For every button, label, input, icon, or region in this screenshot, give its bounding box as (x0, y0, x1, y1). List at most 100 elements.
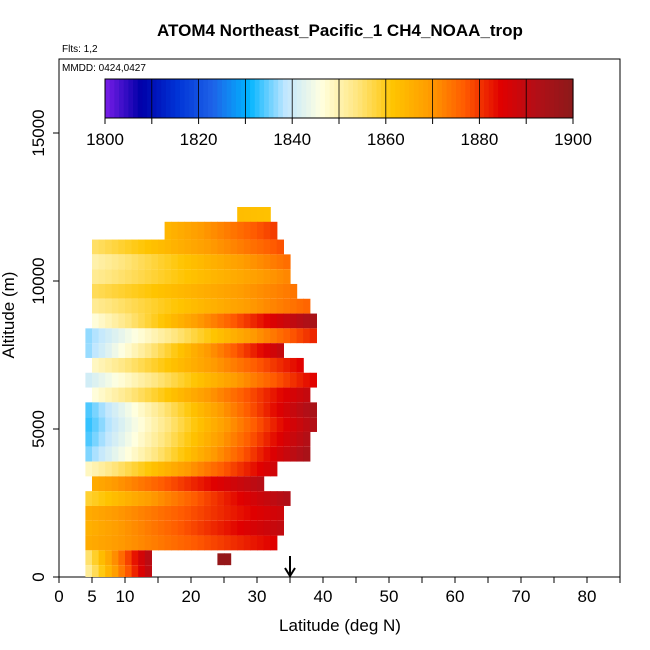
heatmap-cell (257, 372, 265, 388)
heatmap-cell (283, 328, 291, 344)
heatmap-cell (151, 328, 159, 344)
heatmap-cell (197, 535, 205, 551)
colorbar-segment (334, 79, 340, 118)
heatmap-cell (197, 417, 205, 432)
heatmap-cell (243, 491, 251, 506)
colorbar-segment (156, 79, 162, 118)
heatmap-cell (217, 283, 225, 299)
heatmap-cell (164, 387, 172, 403)
heatmap-cell (171, 520, 179, 536)
heatmap-cell (197, 328, 205, 344)
heatmap-cell (158, 520, 166, 536)
heatmap-cell (144, 476, 152, 492)
heatmap-cell (131, 343, 139, 358)
heatmap-cell (276, 357, 284, 373)
heatmap-cell (158, 239, 166, 255)
heatmap-cell (257, 239, 265, 255)
heatmap-cell (138, 417, 146, 432)
heatmap-cell (230, 402, 238, 418)
heatmap-cell (177, 254, 185, 270)
heatmap-cell (105, 520, 113, 536)
colorbar-segment (376, 79, 382, 118)
heatmap-cell (171, 387, 179, 403)
heatmap-cell (164, 328, 172, 344)
heatmap-cell (210, 491, 218, 506)
heatmap-cell (296, 328, 304, 344)
heatmap-cell (151, 298, 159, 314)
heatmap-cell (263, 283, 271, 299)
heatmap-cell (177, 417, 185, 432)
heatmap-cell (85, 431, 93, 447)
heatmap-cell (217, 269, 225, 284)
heatmap-cell (125, 476, 133, 492)
heatmap-cell (177, 402, 185, 418)
heatmap-cell (98, 565, 106, 577)
colorbar-segment (418, 79, 424, 118)
heatmap-cell (171, 402, 179, 418)
heatmap-cell (131, 565, 139, 577)
heatmap-cell (224, 491, 232, 506)
heatmap-cell (270, 269, 278, 284)
heatmap-cell (111, 550, 119, 566)
heatmap-cell (237, 446, 245, 462)
heatmap-cell (243, 207, 251, 228)
heatmap-cell (257, 343, 265, 358)
heatmap-cell (98, 402, 106, 418)
heatmap-cell (296, 417, 304, 432)
heatmap-cell (250, 387, 258, 403)
heatmap-cell (125, 565, 133, 577)
heatmap-cell (184, 313, 192, 329)
colorbar-segment (446, 79, 452, 118)
heatmap-cell (164, 269, 172, 284)
heatmap-cell (118, 431, 126, 447)
heatmap-cell (197, 283, 205, 299)
heatmap-cell (237, 535, 245, 551)
heatmap-cell (230, 254, 238, 270)
heatmap-cell (204, 491, 212, 506)
heatmap-cell (144, 491, 152, 506)
colorbar-segment (413, 79, 420, 118)
heatmap-cell (131, 550, 139, 566)
colorbar-segment (292, 79, 298, 118)
heatmap-cell (125, 431, 133, 447)
heatmap-cell (276, 328, 284, 344)
heatmap-cell (105, 446, 113, 462)
heatmap-cell (217, 387, 225, 403)
heatmap-cell (270, 417, 278, 432)
heatmap-cell (105, 387, 113, 403)
heatmap-cell (204, 446, 212, 462)
heatmap-cell (164, 446, 172, 462)
heatmap-cell (151, 461, 159, 477)
heatmap-cell (217, 313, 225, 329)
heatmap-cell (263, 387, 271, 403)
colorbar-segment (521, 79, 527, 118)
heatmap-cell (224, 461, 232, 477)
heatmap-cell (118, 565, 126, 577)
heatmap-cell (276, 313, 284, 329)
heatmap-cell (85, 491, 93, 506)
heatmap-cell (250, 476, 258, 492)
heatmap-cell (210, 535, 218, 551)
heatmap-cell (263, 505, 271, 521)
heatmap-cell (111, 343, 119, 358)
heatmap-cell (177, 520, 185, 536)
heatmap-cell (118, 254, 126, 270)
colorbar-segment (175, 79, 181, 118)
heatmap-cell (138, 298, 146, 314)
heatmap-cell (191, 269, 199, 284)
heatmap-cell (111, 535, 119, 551)
heatmap-cell (276, 239, 284, 255)
colorbar-segment (306, 79, 312, 118)
heatmap-cell (184, 446, 192, 462)
heatmap-cell (105, 505, 113, 521)
heatmap-cell (303, 298, 311, 314)
heatmap-cell (158, 402, 166, 418)
heatmap-cell (283, 417, 291, 432)
heatmap-cell (224, 343, 232, 358)
heatmap-cell (125, 446, 133, 462)
heatmap-cell (204, 476, 212, 492)
heatmap-cell (164, 254, 172, 270)
heatmap-cell (151, 505, 159, 521)
colorbar-segment (568, 79, 574, 118)
heatmap-cell (111, 283, 119, 299)
